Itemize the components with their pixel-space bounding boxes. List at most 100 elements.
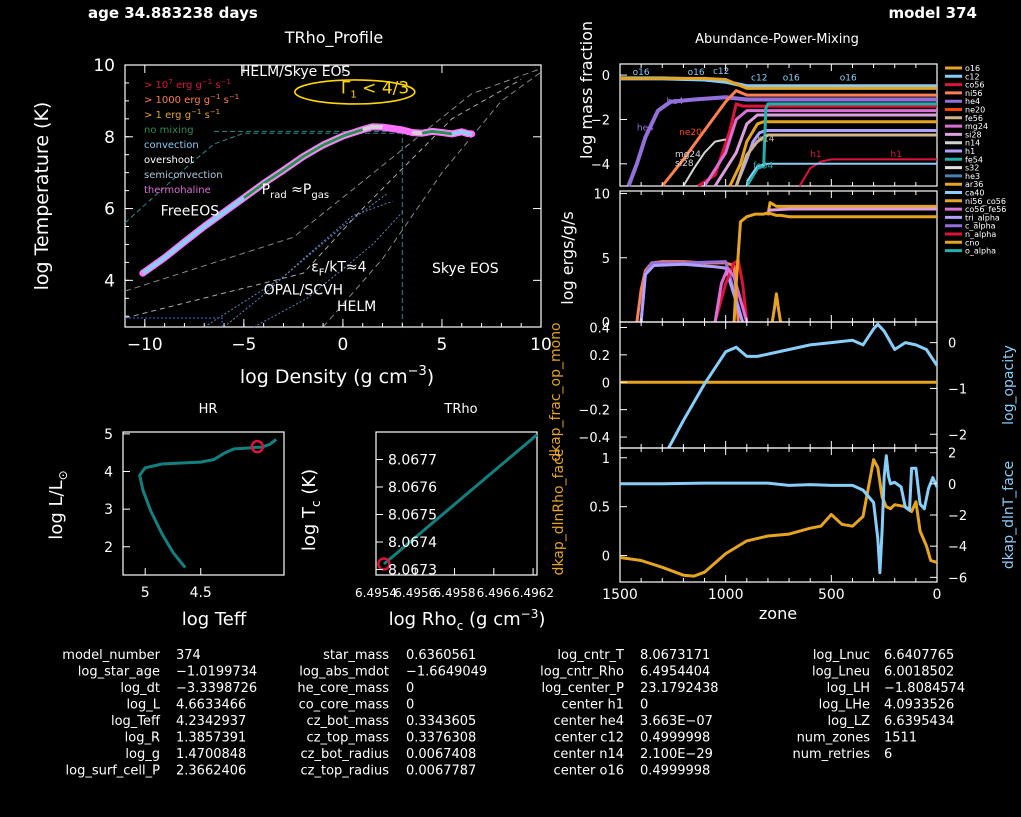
annotation-text: 1 — [350, 90, 356, 101]
power-pink-curve — [767, 207, 937, 212]
legend-label: cno — [965, 238, 979, 247]
stat-value: 3.663E−07 — [640, 714, 713, 729]
trho-ylabel: log Tc (K) — [299, 469, 323, 551]
eos-annotation: HELM/Skye EOS — [240, 64, 351, 80]
n14-curve — [682, 138, 726, 187]
stat-value: 6.6407765 — [884, 648, 954, 663]
legend-text: > 1 erg g — [144, 110, 191, 121]
stat-value: −1.6649049 — [406, 665, 487, 680]
eos-annotation: Skye EOS — [432, 261, 499, 277]
abundance-ticks: 0 −2 −4 — [591, 64, 938, 186]
isotope-curve-label: he4 — [666, 97, 683, 107]
power-curves — [635, 201, 937, 323]
stat-key: log_center_P — [542, 681, 625, 696]
age-label: age 34.883238 days — [88, 4, 258, 22]
stat-key: he_core_mass — [297, 681, 389, 696]
isotope-curve-label: o16 — [783, 74, 800, 84]
ytick-label: 0.2 — [589, 349, 610, 364]
power-ylabel: log ergs/g/s — [558, 211, 577, 304]
hr-track — [138, 438, 278, 569]
annotation-text: P — [262, 182, 270, 198]
legend-entry: > 1 erg g−1 s−1 — [144, 108, 220, 121]
ar36-curve — [728, 120, 937, 187]
isotope-curve-label: o16 — [688, 68, 705, 78]
ytick-label: −0.2 — [578, 404, 610, 419]
trho-profile-ticks: −10 −5 0 5 10 4 6 8 10 — [93, 56, 551, 355]
annotation-text: /kT≈4 — [325, 259, 367, 275]
legend-label: mg24 — [965, 122, 988, 131]
zone-tick-label: 1000 — [708, 587, 744, 603]
ytick-label: 10 — [93, 56, 115, 76]
ytick-label: 0 — [948, 337, 956, 352]
eos-annotation: OPAL/SCVH — [264, 283, 343, 299]
stat-value: 0.3376308 — [406, 731, 476, 746]
ytick-label: −0.4 — [578, 431, 610, 446]
trho-frame — [375, 431, 538, 576]
trho-profile-title: TRho_Profile — [284, 28, 384, 48]
trho-xlabel: log Rhoc (g cm−3) — [389, 607, 546, 633]
apm-title: Abundance-Power-Mixing — [695, 32, 859, 47]
trho-ytick-label: 8.0675 — [388, 508, 437, 524]
hr-diagram: HR 5 4.5 2 3 4 5 log Teff log L/L⊙ — [46, 402, 285, 630]
stat-value: 6.0018502 — [884, 665, 954, 680]
log-opacity-curve — [667, 322, 939, 449]
eos-annotation: FreeEOS — [161, 204, 220, 220]
ytick-label: 0 — [602, 376, 610, 391]
profile-convection-segment — [141, 196, 246, 275]
legend-label: o16 — [965, 64, 980, 73]
stat-key: log_Teff — [111, 714, 161, 729]
ytick-label: −2 — [948, 509, 967, 524]
si28-curve — [713, 113, 937, 187]
opal-upper-dots — [223, 200, 393, 328]
trho-track — [377, 433, 538, 571]
stat-value: 374 — [176, 648, 201, 663]
trho-ytick-label: 8.0673 — [388, 563, 437, 579]
he3-curve — [745, 162, 937, 183]
zone-xlabel: zone — [759, 604, 797, 623]
stat-key: log_abs_mdot — [299, 665, 389, 680]
isotope-curve-label: n14 — [757, 135, 774, 145]
stat-key: log_cntr_Rho — [540, 665, 624, 680]
legend-label: n14 — [965, 139, 980, 148]
stat-value: −3.3398726 — [176, 681, 257, 696]
mg24-curve — [703, 109, 937, 187]
stat-key: log_Lneu — [812, 665, 870, 680]
he4-curve — [626, 95, 937, 187]
trho-current-marker — [377, 557, 391, 571]
hr-current-marker — [250, 439, 265, 454]
stat-value: 0 — [406, 698, 414, 713]
annotation-text: < 4/3 — [357, 79, 409, 99]
legend-entry: > 107 erg g−1 s−1 — [144, 78, 231, 91]
legend-text: convection — [144, 140, 199, 151]
annotation-text: HELM/Skye EOS — [240, 64, 351, 80]
hr-ticks: 5 4.5 2 3 4 5 — [104, 427, 212, 601]
legend-text: −1 — [229, 93, 239, 101]
profile-surface-segment — [421, 129, 453, 136]
annotation-text: ≈P — [287, 182, 312, 198]
stat-key: cz_bot_mass — [307, 714, 390, 729]
legend-entry: > 1000 erg g−1 s−1 — [144, 93, 239, 106]
trho-xtick-label: 6.4954 — [355, 586, 397, 600]
legend-label: co56 — [965, 81, 984, 90]
legend-text: > 1000 erg g — [144, 95, 210, 106]
xtick-label: −5 — [231, 335, 256, 355]
stat-value: 0.4999998 — [640, 731, 710, 746]
annotation-text: HELM — [337, 299, 376, 315]
ytick-label: −4 — [948, 540, 967, 555]
hr-ytick-label: 3 — [104, 502, 113, 518]
zone-tick-label: 0 — [933, 587, 942, 603]
stat-key: log_surf_cell_P — [66, 764, 161, 779]
legend-label: tri_alpha — [965, 213, 1000, 222]
hr-track-line — [138, 438, 278, 569]
legend-label: ni56 — [965, 89, 982, 98]
annotation-text: ε — [311, 259, 319, 275]
legend-label: ne20 — [965, 106, 985, 115]
legend-entry: thermohaline — [144, 185, 211, 196]
trho-xtick-label: 6.4956 — [394, 586, 436, 600]
legend-label: ar36 — [965, 180, 983, 189]
stat-key: log_cntr_T — [557, 648, 624, 663]
ytick-label: 0 — [948, 478, 956, 493]
ytick-label: 0 — [602, 316, 610, 331]
ytick-label: −4 — [591, 158, 610, 173]
